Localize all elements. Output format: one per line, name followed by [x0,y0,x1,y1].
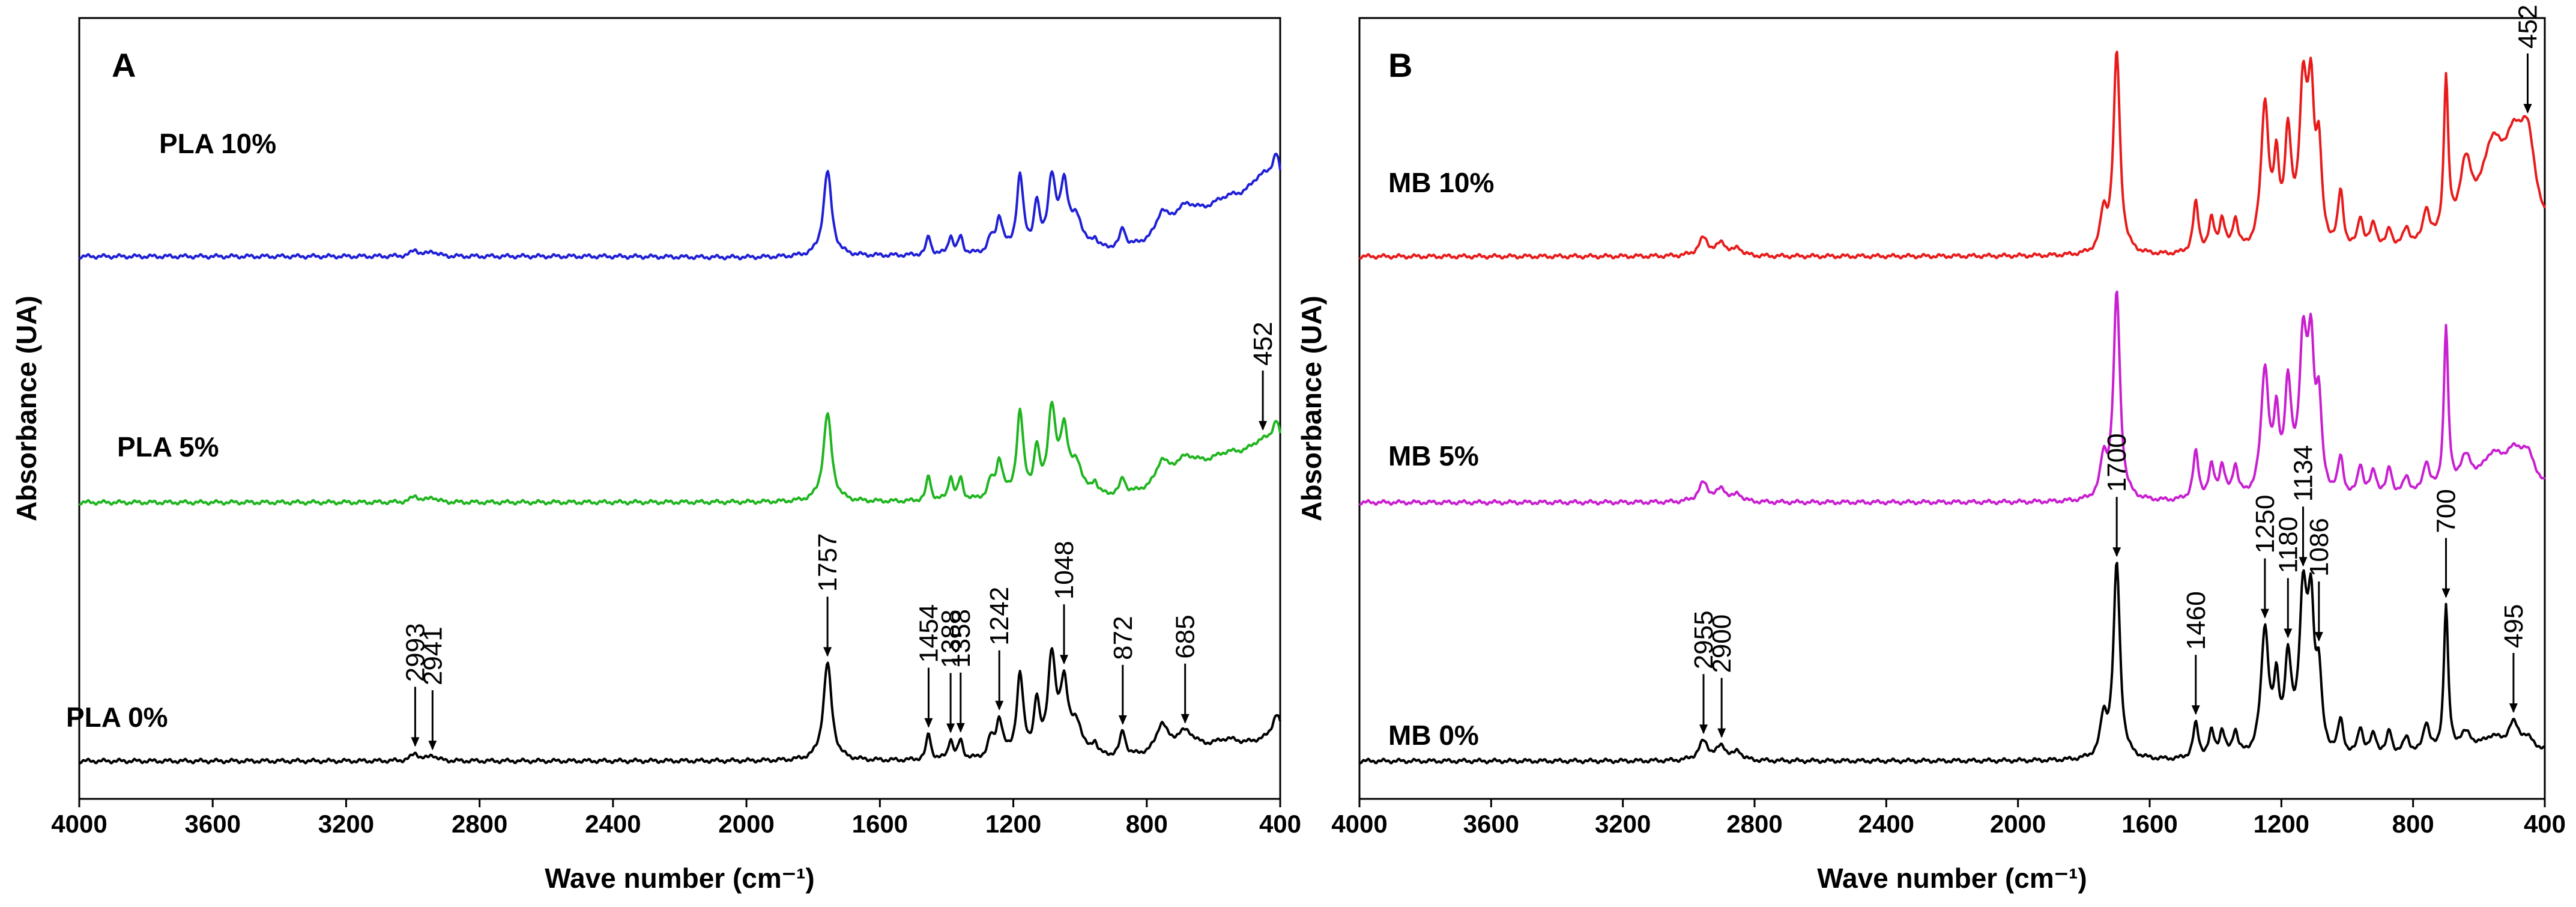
x-tick-label: 3600 [1463,810,1519,838]
peak-label: 1388 [936,610,966,669]
x-tick-label: 3600 [185,810,241,838]
peak-label: 1242 [985,587,1014,646]
peak-label: 2900 [1707,614,1737,673]
spectrum-mb-10- [1358,50,2546,260]
peak-arrowhead [2112,547,2121,557]
peak-arrowhead [2260,608,2269,619]
peak-label: 1180 [2273,517,2303,574]
x-tick-label: 3200 [1595,810,1651,838]
peak-arrowhead [946,723,955,733]
series-label: MB 0% [1388,720,1479,751]
peak-label: 2993 [401,623,430,682]
peak-arrowhead [1259,420,1268,431]
x-tick-label: 3200 [318,810,374,838]
x-tick-label: 2000 [718,810,774,838]
peak-arrowhead [411,737,420,747]
panel-b: B Absorbance (UA) Wave number (cm⁻¹) 400… [1296,5,2566,894]
x-tick-label: 2800 [452,810,507,838]
peak-label: 1086 [2305,518,2334,577]
peak-label: 2941 [418,626,447,685]
x-tick-label: 4000 [51,810,107,838]
spectrum-mb-0- [1358,562,2545,765]
series-label: PLA 10% [159,128,276,159]
peak-arrowhead [995,700,1004,711]
peak-label: 1048 [1050,541,1079,599]
x-tick-label: 2400 [585,810,641,838]
peak-arrowhead [924,718,933,728]
x-tick-label: 400 [1259,810,1301,838]
x-tick-label: 2800 [1726,810,1782,838]
peak-arrowhead [2314,632,2323,642]
peak-label: 1460 [2181,591,2211,650]
panel-b-frame [1358,17,2546,800]
x-tick-label: 1600 [2121,810,2177,838]
series-label: MB 10% [1388,167,1494,198]
peak-arrowhead [2284,628,2293,639]
x-tick-label: 2400 [1858,810,1914,838]
x-tick-label: 1200 [2254,810,2309,838]
peak-label: 872 [1108,616,1138,660]
peak-arrowhead [1060,655,1068,665]
peak-arrowhead [2191,705,2200,715]
peak-label: 495 [2499,604,2529,648]
x-tick-label: 2000 [1990,810,2046,838]
x-tick-label: 400 [2524,810,2566,838]
peak-arrowhead [956,723,965,733]
series-label: PLA 5% [117,431,219,463]
peak-arrowhead [428,741,437,751]
x-tick-label: 1600 [852,810,908,838]
peak-label: 1250 [2251,495,2280,554]
panel-b-series: MB 10% MB 5% MB 0% [1358,50,2546,765]
panel-a-series: PLA 10% PLA 5% PLA 0% [66,128,1281,765]
x-tick-label: 800 [2392,810,2434,838]
spectrum-pla-0- [78,647,1281,765]
peak-label: 1134 [2289,445,2318,502]
peak-label: 700 [2432,489,2461,533]
peak-label: 452 [2513,5,2542,49]
panel-a-letter: A [112,46,136,84]
peak-label: 1454 [914,604,943,663]
peak-arrowhead [2509,703,2518,714]
peak-arrowhead [1118,715,1127,725]
panel-a-x-ticks: 4000 3600 3200 2800 2400 2000 1600 1200 800 400 [51,799,1301,838]
panel-a-xlabel: Wave number (cm⁻¹) [545,863,814,894]
panel-b-x-ticks: 4000 3600 3200 2800 2400 2000 1600 1200 800 400 [1331,799,2566,838]
spectrum-pla-5- [78,401,1281,506]
peak-label: 685 [1171,614,1200,658]
peak-arrowhead [1717,728,1726,738]
peak-arrowhead [2441,588,2451,598]
spectrum-pla-10- [78,153,1281,261]
spectrum-mb-5- [1358,290,2546,506]
panel-a: A Absorbance (UA) Wave number (cm⁻¹) 400… [11,17,1301,894]
peak-arrowhead [1181,714,1190,724]
x-tick-label: 1200 [985,810,1041,838]
peak-label: 1757 [813,533,842,592]
series-label: PLA 0% [66,702,168,733]
series-label: MB 5% [1388,440,1479,472]
x-tick-label: 4000 [1331,810,1387,838]
peak-label: 1358 [946,609,976,668]
x-tick-label: 800 [1126,810,1168,838]
panel-b-ylabel: Absorbance (UA) [1296,296,1327,521]
panel-a-ylabel: Absorbance (UA) [11,296,42,521]
peak-arrowhead [1699,724,1708,735]
peak-arrowhead [2299,557,2308,567]
panel-b-letter: B [1388,46,1412,84]
peak-label: 1700 [2102,433,2132,492]
peak-label: 452 [1248,321,1278,365]
panel-a-frame [78,17,1281,800]
peak-arrowhead [2523,103,2532,114]
panel-b-xlabel: Wave number (cm⁻¹) [1817,863,2087,894]
peak-arrowhead [823,647,832,657]
peak-label: 2955 [1689,610,1719,669]
